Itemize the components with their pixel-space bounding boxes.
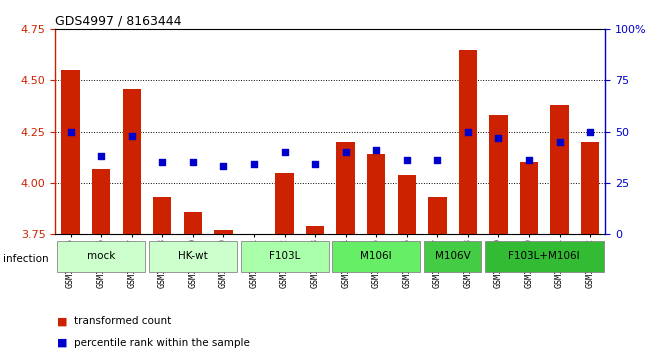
Bar bbox=[275, 173, 294, 234]
Point bbox=[371, 147, 381, 153]
Point bbox=[340, 149, 351, 155]
Text: F103L: F103L bbox=[269, 251, 300, 261]
Bar bbox=[306, 226, 324, 234]
Text: ■: ■ bbox=[57, 338, 68, 348]
Bar bbox=[153, 197, 171, 234]
Point bbox=[279, 149, 290, 155]
Point bbox=[249, 162, 259, 167]
Bar bbox=[550, 105, 569, 234]
Point bbox=[585, 129, 596, 134]
Bar bbox=[337, 142, 355, 234]
Bar bbox=[61, 70, 80, 234]
Bar bbox=[184, 212, 202, 234]
Point bbox=[65, 129, 76, 134]
Bar bbox=[367, 154, 385, 234]
Text: infection: infection bbox=[3, 254, 49, 264]
Bar bbox=[57, 241, 145, 272]
Bar bbox=[459, 49, 477, 234]
Bar bbox=[424, 241, 481, 272]
Bar bbox=[490, 115, 508, 234]
Point bbox=[218, 164, 229, 170]
Bar bbox=[581, 142, 600, 234]
Text: M106V: M106V bbox=[435, 251, 471, 261]
Bar bbox=[485, 241, 603, 272]
Text: HK-wt: HK-wt bbox=[178, 251, 208, 261]
Point bbox=[555, 139, 565, 145]
Bar bbox=[214, 230, 232, 234]
Point bbox=[310, 162, 320, 167]
Bar bbox=[122, 89, 141, 234]
Bar bbox=[428, 197, 447, 234]
Text: ■: ■ bbox=[57, 316, 68, 326]
Bar bbox=[240, 241, 329, 272]
Text: percentile rank within the sample: percentile rank within the sample bbox=[74, 338, 249, 348]
Text: GDS4997 / 8163444: GDS4997 / 8163444 bbox=[55, 15, 182, 28]
Bar bbox=[398, 175, 416, 234]
Point bbox=[524, 158, 534, 163]
Bar bbox=[332, 241, 421, 272]
Point bbox=[157, 159, 167, 165]
Point bbox=[463, 129, 473, 134]
Point bbox=[96, 153, 106, 159]
Point bbox=[493, 135, 504, 140]
Point bbox=[432, 158, 443, 163]
Bar bbox=[520, 162, 538, 234]
Bar bbox=[149, 241, 237, 272]
Point bbox=[187, 159, 198, 165]
Bar bbox=[92, 168, 110, 234]
Text: mock: mock bbox=[87, 251, 115, 261]
Text: transformed count: transformed count bbox=[74, 316, 171, 326]
Point bbox=[402, 158, 412, 163]
Text: F103L+M106I: F103L+M106I bbox=[508, 251, 580, 261]
Text: M106I: M106I bbox=[361, 251, 392, 261]
Point bbox=[126, 133, 137, 139]
